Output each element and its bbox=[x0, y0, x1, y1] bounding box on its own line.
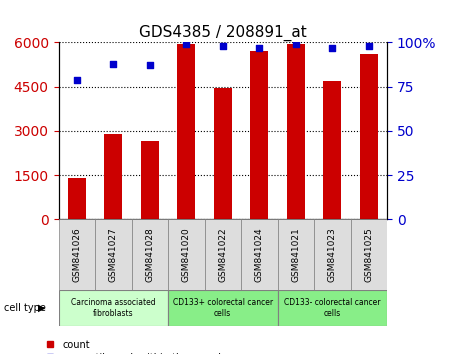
Text: GSM841021: GSM841021 bbox=[291, 228, 300, 282]
Bar bbox=[241, 219, 278, 290]
Point bbox=[219, 43, 226, 49]
Text: GSM841020: GSM841020 bbox=[182, 228, 191, 282]
Text: GSM841027: GSM841027 bbox=[109, 228, 118, 282]
Bar bbox=[104, 134, 122, 219]
Text: CD133- colorectal cancer
cells: CD133- colorectal cancer cells bbox=[284, 298, 381, 318]
Bar bbox=[278, 219, 314, 290]
Bar bbox=[177, 44, 195, 219]
Bar bbox=[314, 219, 351, 290]
Text: GSM841028: GSM841028 bbox=[145, 228, 154, 282]
Bar bbox=[131, 219, 168, 290]
Bar bbox=[351, 219, 387, 290]
Bar bbox=[214, 88, 232, 219]
Bar bbox=[278, 290, 387, 326]
Bar bbox=[250, 51, 268, 219]
Bar bbox=[323, 81, 342, 219]
Text: GSM841023: GSM841023 bbox=[328, 228, 337, 282]
Point bbox=[183, 41, 190, 47]
Bar bbox=[168, 219, 204, 290]
Text: GSM841022: GSM841022 bbox=[218, 228, 227, 282]
Bar bbox=[168, 290, 278, 326]
Bar bbox=[360, 54, 378, 219]
Bar bbox=[287, 44, 305, 219]
Point bbox=[146, 63, 153, 68]
Point bbox=[365, 43, 372, 49]
Bar bbox=[58, 219, 95, 290]
Point bbox=[292, 41, 299, 47]
Bar bbox=[204, 219, 241, 290]
Bar bbox=[68, 178, 86, 219]
Text: CD133+ colorectal cancer
cells: CD133+ colorectal cancer cells bbox=[173, 298, 273, 318]
Text: ▶: ▶ bbox=[38, 303, 46, 313]
Point bbox=[110, 61, 117, 67]
Text: cell type: cell type bbox=[4, 303, 46, 313]
Legend: count, percentile rank within the sample: count, percentile rank within the sample bbox=[41, 336, 231, 354]
Text: GSM841026: GSM841026 bbox=[72, 228, 81, 282]
Text: GSM841025: GSM841025 bbox=[364, 228, 373, 282]
Point bbox=[328, 45, 336, 51]
Point bbox=[256, 45, 263, 51]
Text: Carcinoma associated
fibroblasts: Carcinoma associated fibroblasts bbox=[71, 298, 156, 318]
Title: GDS4385 / 208891_at: GDS4385 / 208891_at bbox=[139, 25, 306, 41]
Text: GSM841024: GSM841024 bbox=[255, 228, 264, 282]
Bar bbox=[140, 141, 159, 219]
Bar bbox=[95, 219, 131, 290]
Bar bbox=[58, 290, 168, 326]
Point bbox=[73, 77, 81, 82]
